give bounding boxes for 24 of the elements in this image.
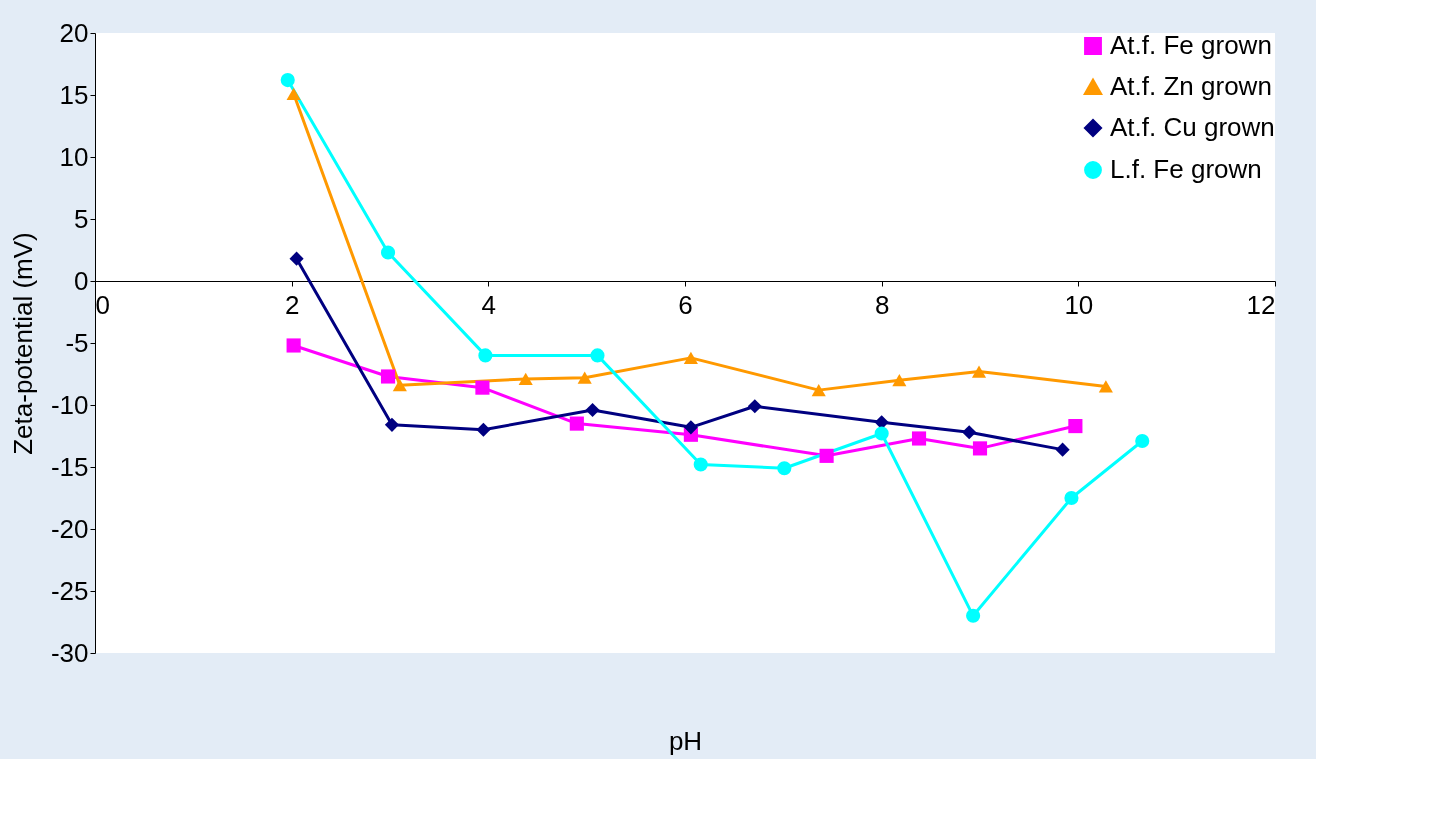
x-axis-title: pH [668,725,703,756]
y-tick-label: 5 [74,203,89,234]
y-tick-label: -15 [50,451,89,482]
legend-label: At.f. Zn grown [1110,71,1272,101]
y-tick-label: 10 [59,141,89,172]
y-tick-label: -10 [50,389,89,420]
y-axis-title: Zeta-potential (mV) [7,232,38,455]
y-tick-label: 15 [59,79,89,110]
legend-label: At.f. Cu grown [1110,112,1275,142]
y-tick-label: -25 [50,575,89,606]
x-tick-label: 6 [678,289,693,320]
y-tick-label: -20 [50,513,89,544]
x-tick-label: 8 [874,289,890,320]
x-tick-label: 12 [1246,289,1276,320]
y-tick-label: -30 [50,637,89,668]
y-tick-label: 0 [74,265,89,296]
legend-label: L.f. Fe grown [1110,154,1262,184]
x-tick-label: 4 [481,289,497,320]
y-tick-label: -5 [65,327,89,358]
legend-label: At.f. Fe grown [1110,30,1272,60]
x-tick-label: 10 [1064,289,1094,320]
x-tick-label: 2 [284,289,300,320]
y-tick-label: 20 [59,17,89,48]
x-tick-label: 0 [95,289,110,320]
